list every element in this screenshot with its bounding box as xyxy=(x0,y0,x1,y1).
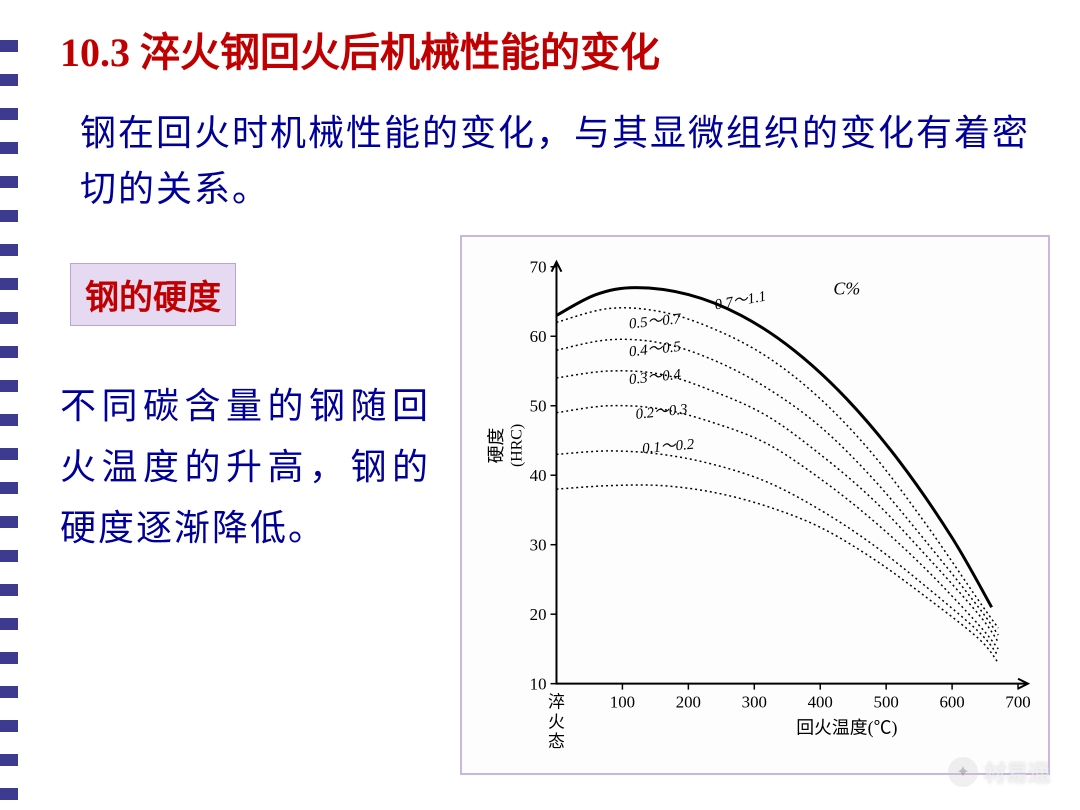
svg-text:硬度(HRC): 硬度(HRC) xyxy=(486,424,526,467)
svg-text:100: 100 xyxy=(610,692,635,711)
svg-text:300: 300 xyxy=(742,692,767,711)
svg-text:淬: 淬 xyxy=(548,692,565,711)
svg-text:0.2～0.3: 0.2～0.3 xyxy=(635,402,688,423)
svg-text:60: 60 xyxy=(530,327,547,346)
chart-svg: 10 20 30 40 50 60 70 100 200 300 400 500 600 700 淬火态 回火… xyxy=(462,237,1048,773)
subtitle-text: 钢的硬度 xyxy=(85,280,221,317)
body-text: 不同碳含量的钢随回火温度的升高，钢的硬度逐渐降低。 xyxy=(60,376,430,560)
svg-text:500: 500 xyxy=(874,692,899,711)
svg-text:70: 70 xyxy=(530,258,547,277)
svg-text:回火温度(℃): 回火温度(℃) xyxy=(796,717,897,738)
svg-text:0.3～0.4: 0.3～0.4 xyxy=(628,367,682,388)
svg-text:火: 火 xyxy=(548,712,565,731)
svg-text:30: 30 xyxy=(530,536,547,555)
svg-text:0.7～1.1: 0.7～1.1 xyxy=(713,289,767,314)
svg-text:C%: C% xyxy=(833,279,860,299)
svg-text:700: 700 xyxy=(1005,692,1030,711)
svg-text:0.1～0.2: 0.1～0.2 xyxy=(642,437,696,458)
svg-text:10: 10 xyxy=(530,675,547,694)
section-title: 10.3 淬火钢回火后机械性能的变化 xyxy=(60,20,1050,78)
side-decoration xyxy=(0,0,18,810)
svg-text:200: 200 xyxy=(676,692,701,711)
subtitle-box: 钢的硬度 xyxy=(70,263,236,326)
svg-text:400: 400 xyxy=(808,692,833,711)
watermark-text: 材易通 xyxy=(984,756,1050,788)
hardness-chart: 10 20 30 40 50 60 70 100 200 300 400 500 600 700 淬火态 回火… xyxy=(460,235,1050,775)
svg-text:态: 态 xyxy=(548,732,565,751)
svg-text:40: 40 xyxy=(530,466,547,485)
intro-text: 钢在回火时机械性能的变化，与其显微组织的变化有着密切的关系。 xyxy=(80,106,1050,218)
watermark: ✦ 材易通 xyxy=(948,756,1050,788)
svg-text:0.5～0.7: 0.5～0.7 xyxy=(628,311,682,332)
wechat-icon: ✦ xyxy=(948,757,978,787)
svg-text:0.4～0.5: 0.4～0.5 xyxy=(628,339,681,360)
svg-text:20: 20 xyxy=(530,605,547,624)
svg-text:600: 600 xyxy=(939,692,964,711)
svg-text:50: 50 xyxy=(530,397,547,416)
